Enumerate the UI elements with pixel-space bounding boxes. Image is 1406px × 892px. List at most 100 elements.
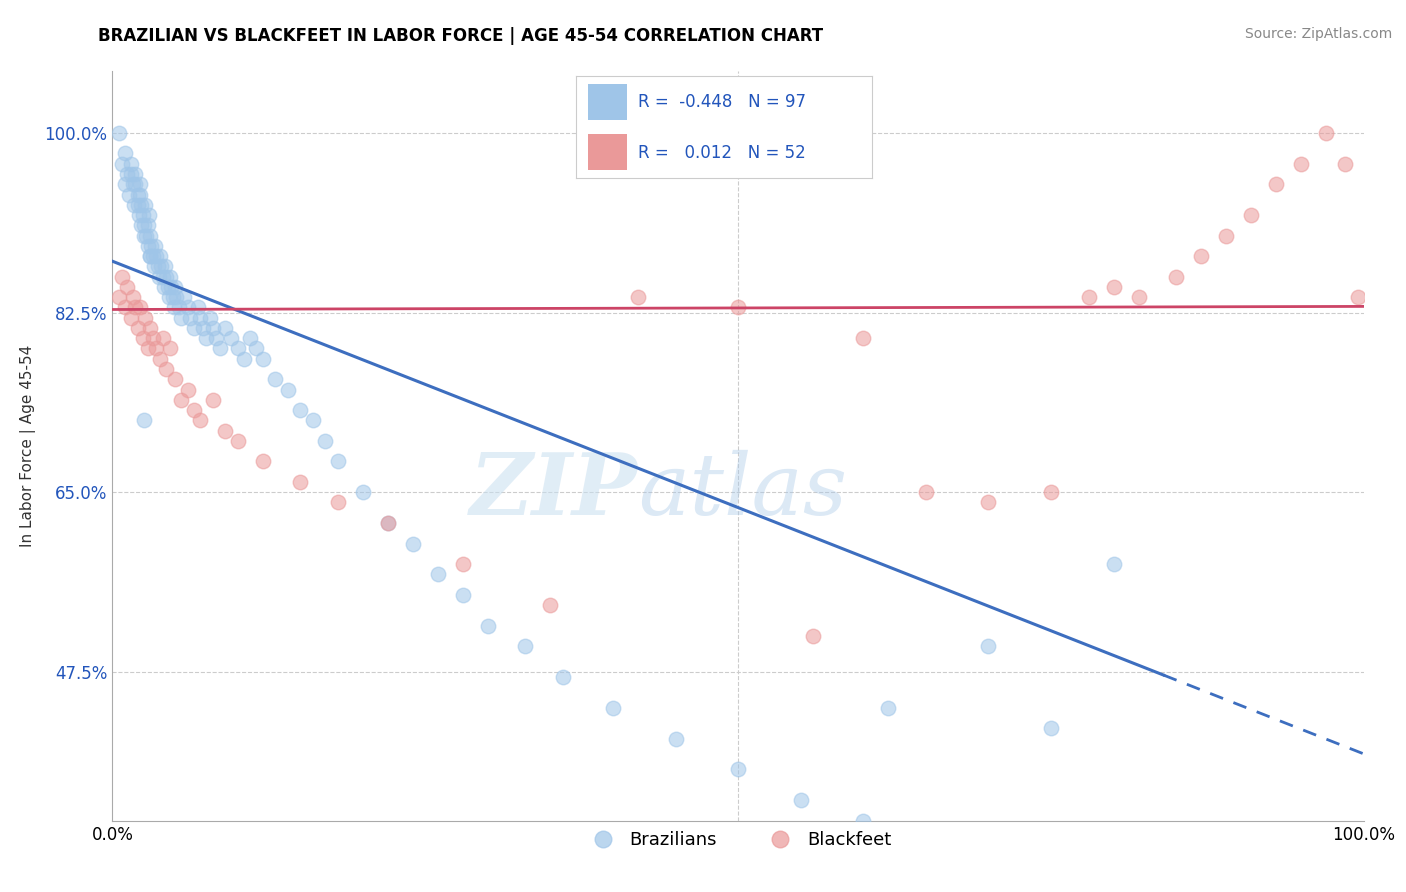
Point — [852, 331, 875, 345]
Text: R =   0.012   N = 52: R = 0.012 N = 52 — [638, 144, 806, 161]
Point — [852, 814, 875, 828]
Point — [128, 208, 150, 222]
Point — [135, 228, 157, 243]
Point — [129, 187, 152, 202]
Point — [145, 342, 167, 356]
Point — [114, 178, 136, 192]
Text: Source: ZipAtlas.com: Source: ZipAtlas.com — [1244, 27, 1392, 41]
Point — [205, 331, 228, 345]
Point — [264, 372, 287, 386]
Point — [915, 485, 938, 500]
Point — [131, 208, 153, 222]
Point — [136, 219, 159, 233]
Point — [183, 321, 205, 335]
Point — [176, 383, 198, 397]
Point — [111, 269, 134, 284]
Point — [195, 331, 218, 345]
Point — [139, 249, 162, 263]
Point — [214, 424, 236, 438]
Point — [201, 392, 224, 407]
Point — [451, 588, 474, 602]
Point — [188, 413, 211, 427]
Point — [176, 301, 198, 315]
Point — [1315, 126, 1337, 140]
Point — [877, 700, 900, 714]
Point — [538, 598, 561, 612]
Point — [1039, 485, 1063, 500]
Point — [1240, 208, 1263, 222]
Point — [451, 557, 474, 571]
Point — [127, 187, 149, 202]
Point — [1102, 280, 1125, 294]
Point — [146, 260, 169, 274]
Point — [627, 290, 650, 304]
Point — [201, 321, 224, 335]
Point — [141, 249, 163, 263]
Point — [1077, 290, 1099, 304]
Point — [977, 639, 1000, 653]
Point — [149, 351, 172, 366]
Point — [790, 793, 813, 807]
Point — [1291, 157, 1313, 171]
Y-axis label: In Labor Force | Age 45-54: In Labor Force | Age 45-54 — [20, 345, 37, 547]
Point — [1164, 269, 1187, 284]
Point — [1189, 249, 1212, 263]
Text: BRAZILIAN VS BLACKFEET IN LABOR FORCE | AGE 45-54 CORRELATION CHART: BRAZILIAN VS BLACKFEET IN LABOR FORCE | … — [98, 27, 824, 45]
Point — [163, 280, 186, 294]
Point — [167, 301, 190, 315]
Point — [152, 331, 174, 345]
Point — [326, 495, 349, 509]
Point — [252, 351, 274, 366]
Point — [157, 290, 180, 304]
Bar — [588, 135, 627, 170]
Point — [159, 269, 181, 284]
Point — [117, 280, 139, 294]
Text: ZIP: ZIP — [470, 450, 638, 533]
Point — [132, 219, 155, 233]
Point — [183, 403, 205, 417]
Point — [129, 178, 152, 192]
Point — [142, 260, 165, 274]
Point — [163, 372, 186, 386]
Point — [122, 198, 145, 212]
Point — [314, 434, 336, 448]
Point — [326, 454, 349, 468]
Point — [127, 198, 149, 212]
Point — [134, 198, 156, 212]
Point — [188, 310, 211, 325]
Point — [136, 239, 159, 253]
Point — [179, 310, 201, 325]
Point — [226, 342, 249, 356]
Point — [148, 269, 170, 284]
Point — [191, 321, 214, 335]
Point — [426, 567, 449, 582]
Point — [1265, 178, 1288, 192]
Point — [121, 290, 143, 304]
Point — [170, 310, 193, 325]
Point — [290, 403, 312, 417]
Bar — [588, 84, 627, 120]
Point — [149, 249, 172, 263]
Point — [232, 351, 254, 366]
Point — [132, 413, 155, 427]
Point — [159, 342, 181, 356]
Point — [139, 321, 162, 335]
Point — [127, 321, 149, 335]
Point — [141, 331, 163, 345]
Point — [214, 321, 236, 335]
Text: atlas: atlas — [638, 450, 848, 533]
Point — [143, 239, 166, 253]
Point — [239, 331, 262, 345]
Point — [121, 178, 143, 192]
Point — [377, 516, 399, 530]
Point — [1347, 290, 1369, 304]
Point — [160, 280, 183, 294]
Point — [252, 454, 274, 468]
Point — [156, 280, 179, 294]
Point — [107, 126, 129, 140]
Legend: Brazilians, Blackfeet: Brazilians, Blackfeet — [578, 824, 898, 856]
Point — [139, 249, 162, 263]
Point — [162, 290, 184, 304]
Point — [1334, 157, 1357, 171]
Point — [131, 331, 153, 345]
